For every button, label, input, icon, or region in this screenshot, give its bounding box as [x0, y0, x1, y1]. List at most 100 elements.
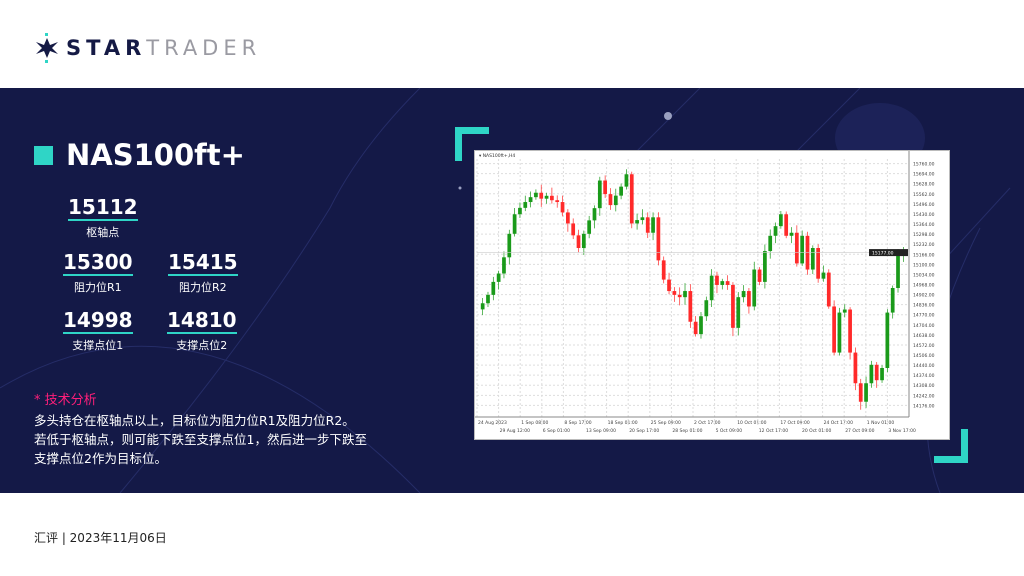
candle — [794, 232, 799, 264]
y-tick-label: 15430.00 — [913, 212, 935, 218]
candle — [629, 174, 634, 224]
candle — [619, 186, 623, 196]
candle — [789, 232, 794, 236]
title-square-icon — [34, 145, 53, 165]
candle — [534, 192, 538, 198]
candle — [550, 195, 554, 201]
candle — [880, 367, 884, 381]
x-tick-label: 10 Oct 01:00 — [737, 420, 766, 426]
y-tick-label: 14836.00 — [913, 303, 935, 309]
candle — [597, 180, 602, 209]
y-tick-label: 15496.00 — [913, 202, 935, 208]
s2-value: 14810 — [167, 308, 237, 334]
analysis-line: 多头持仓在枢轴点以上，目标位为阻力位R1及阻力位R2。 — [34, 413, 355, 428]
candle — [864, 383, 868, 402]
candle — [842, 309, 847, 313]
analysis-line: 若低于枢轴点，则可能下跌至支撑点位1，然后进一步下跌至 — [34, 432, 367, 447]
candle — [603, 180, 608, 195]
y-tick-label: 14902.00 — [913, 293, 935, 299]
y-tick-label: 15298.00 — [913, 232, 935, 238]
technical-analysis: * 技术分析 多头持仓在枢轴点以上，目标位为阻力位R1及阻力位R2。 若低于枢轴… — [34, 391, 367, 468]
candle — [741, 291, 746, 298]
y-tick-label: 15034.00 — [913, 272, 935, 278]
candle — [486, 294, 490, 304]
candle — [757, 269, 762, 282]
candle — [571, 223, 576, 236]
instrument-title: NAS100ft+ — [34, 138, 245, 172]
s1-label: 支撑点位1 — [72, 339, 124, 352]
candle — [539, 192, 544, 199]
candle — [858, 383, 863, 402]
candle — [704, 300, 709, 317]
x-tick-label: 18 Sep 01:00 — [608, 420, 638, 426]
x-tick-label: 17 Oct 09:00 — [780, 420, 809, 426]
candle — [832, 306, 836, 353]
x-tick-label: 20 Sep 17:00 — [629, 428, 659, 434]
x-tick-label: 27 Oct 09:00 — [845, 428, 874, 434]
instrument-name: NAS100ft+ — [66, 138, 245, 172]
candle — [661, 260, 666, 280]
y-tick-label: 14440.00 — [913, 363, 935, 369]
y-tick-label: 15166.00 — [913, 252, 935, 258]
candle — [645, 217, 650, 233]
y-tick-label: 15232.00 — [913, 242, 935, 248]
x-tick-label: 24 Aug 2023 — [478, 420, 507, 426]
y-tick-label: 15562.00 — [913, 192, 935, 198]
brand-name-bold: STAR — [66, 36, 147, 60]
candle — [581, 233, 586, 249]
y-tick-label: 15100.00 — [913, 262, 935, 268]
y-tick-label: 14638.00 — [913, 333, 935, 339]
header: STAR TRADER — [0, 0, 1024, 88]
candle — [826, 272, 831, 307]
candle — [784, 214, 789, 236]
candle — [592, 208, 597, 221]
candle — [890, 288, 895, 313]
r2-label: 阻力位R2 — [178, 281, 227, 294]
candle — [816, 248, 821, 279]
candle — [709, 275, 714, 301]
x-tick-label: 29 Aug 12:00 — [500, 428, 530, 434]
x-tick-label: 1 Sep 08:00 — [521, 420, 548, 426]
candle — [720, 281, 725, 285]
x-tick-label: 13 Sep 09:00 — [586, 428, 616, 434]
candle — [800, 235, 805, 264]
y-tick-label: 14308.00 — [913, 383, 935, 389]
candle — [528, 197, 533, 203]
candle — [587, 220, 592, 234]
candle — [560, 202, 565, 213]
candle — [480, 303, 485, 310]
x-tick-label: 2 Oct 17:00 — [694, 420, 721, 426]
x-tick-label: 28 Sep 01:00 — [672, 428, 702, 434]
s1-value: 14998 — [63, 308, 133, 334]
y-tick-label: 14374.00 — [913, 373, 935, 379]
s1-level: 14998 支撑点位1 — [63, 309, 133, 353]
s2-level: 14810 支撑点位2 — [167, 309, 237, 353]
candle — [874, 364, 879, 381]
candle — [725, 281, 730, 285]
y-tick-label: 15628.00 — [913, 182, 935, 188]
current-price-tag — [869, 249, 908, 257]
candle — [848, 309, 852, 353]
candle — [885, 312, 890, 368]
candle — [491, 281, 496, 295]
candle — [747, 291, 751, 307]
candle — [651, 217, 655, 233]
x-tick-label: 1 Nov 01:00 — [867, 420, 895, 426]
y-tick-label: 14968.00 — [913, 282, 935, 288]
y-tick-label: 14770.00 — [913, 313, 935, 319]
x-tick-label: 20 Oct 01:00 — [802, 428, 831, 434]
x-tick-label: 25 Sep 09:00 — [651, 420, 681, 426]
candle — [773, 226, 778, 236]
y-tick-label: 14176.00 — [913, 403, 935, 409]
pivot-level: 15112 枢轴点 — [68, 196, 138, 240]
candle — [544, 195, 549, 199]
candle — [853, 352, 858, 384]
candle — [613, 195, 618, 206]
candle — [677, 294, 682, 298]
y-tick-label: 15694.00 — [913, 172, 935, 178]
candle — [837, 312, 842, 353]
candle — [810, 248, 815, 270]
candle — [693, 321, 698, 335]
candle — [715, 275, 719, 285]
candle — [672, 291, 677, 295]
